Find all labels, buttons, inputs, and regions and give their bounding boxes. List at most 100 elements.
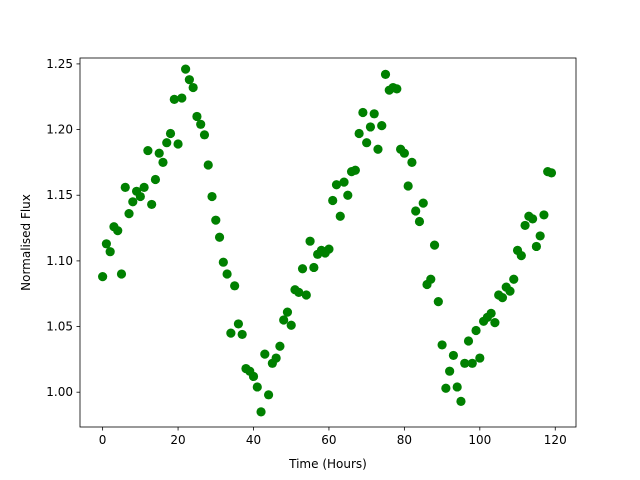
data-point — [113, 226, 123, 236]
data-point — [471, 325, 481, 336]
data-point — [124, 209, 134, 219]
data-point — [286, 320, 296, 330]
data-point — [237, 329, 247, 340]
data-point — [128, 197, 138, 207]
data-point — [177, 93, 187, 103]
data-point — [218, 257, 228, 267]
x-tick-label: 40 — [246, 433, 261, 447]
data-point — [181, 64, 191, 74]
data-point — [184, 75, 194, 85]
plot-frame — [79, 57, 577, 428]
data-point — [98, 272, 108, 282]
data-point — [339, 177, 349, 187]
data-point — [441, 383, 451, 393]
data-point — [520, 220, 530, 231]
data-point — [301, 290, 311, 300]
data-point — [324, 244, 334, 254]
data-point — [418, 198, 428, 208]
data-point — [309, 262, 319, 273]
data-point — [369, 109, 379, 119]
x-tick-label: 80 — [397, 433, 412, 447]
data-point — [426, 274, 436, 284]
data-point — [535, 231, 545, 241]
data-point — [116, 269, 127, 279]
data-point — [407, 157, 417, 167]
data-point — [463, 336, 474, 346]
y-tick-label: 1.15 — [46, 188, 73, 202]
data-point — [271, 353, 281, 363]
data-point — [399, 148, 409, 158]
data-point — [101, 239, 111, 249]
y-tick-label: 1.05 — [46, 320, 73, 334]
data-point — [505, 286, 515, 296]
data-point — [414, 216, 425, 227]
data-point — [275, 341, 285, 351]
data-point — [411, 206, 421, 216]
data-point — [120, 182, 130, 192]
y-axis-ticks: 1.00 1.05 1.10 1.15 1.20 1.25 — [46, 57, 80, 399]
data-point — [350, 165, 360, 175]
data-point — [437, 340, 447, 350]
data-point — [362, 138, 372, 148]
data-point — [448, 350, 459, 361]
data-point — [497, 293, 508, 303]
data-point — [377, 121, 387, 131]
data-point — [294, 287, 304, 297]
data-point — [150, 174, 161, 185]
data-point — [252, 382, 262, 392]
data-point — [196, 119, 206, 129]
data-point — [429, 240, 440, 250]
data-point — [147, 199, 157, 210]
data-point — [516, 251, 526, 261]
data-point — [165, 128, 176, 139]
data-point — [211, 215, 221, 225]
data-point — [143, 145, 153, 156]
data-point — [188, 82, 198, 93]
data-point — [154, 148, 164, 158]
data-point — [452, 382, 462, 392]
data-point — [139, 182, 149, 192]
data-point — [279, 315, 289, 325]
data-point — [486, 308, 496, 319]
data-point — [328, 195, 338, 206]
data-point — [263, 390, 274, 400]
data-point — [358, 107, 368, 118]
data-point — [173, 139, 183, 149]
data-point — [207, 191, 217, 202]
data-points — [98, 64, 557, 417]
data-point — [365, 122, 376, 132]
data-point — [467, 358, 477, 368]
x-tick-label: 0 — [99, 433, 107, 447]
data-point — [373, 144, 383, 154]
x-tick-label: 20 — [170, 433, 185, 447]
data-point — [403, 181, 413, 191]
data-point — [192, 111, 202, 122]
data-point — [445, 366, 455, 376]
data-point — [475, 353, 485, 363]
data-point — [305, 236, 315, 246]
data-point — [456, 396, 466, 406]
data-point — [226, 328, 236, 338]
data-point — [490, 318, 500, 328]
data-point — [282, 307, 293, 317]
data-point — [509, 274, 519, 284]
data-point — [539, 210, 549, 220]
data-point — [546, 168, 557, 178]
x-axis-ticks: 0 20 40 60 80 100 120 — [99, 427, 567, 447]
data-point — [392, 84, 402, 94]
data-point — [105, 247, 115, 257]
y-tick-label: 1.10 — [46, 254, 73, 268]
y-tick-label: 1.00 — [46, 385, 73, 399]
data-point — [169, 94, 179, 104]
data-point — [135, 191, 145, 202]
data-point — [203, 160, 213, 170]
data-point — [214, 232, 225, 242]
y-tick-label: 1.20 — [46, 123, 73, 137]
data-point — [380, 69, 391, 80]
x-axis-label: Time (Hours) — [288, 457, 367, 471]
x-tick-label: 60 — [321, 433, 336, 447]
y-tick-label: 1.25 — [46, 57, 73, 71]
data-point — [433, 296, 443, 307]
data-point — [256, 407, 266, 417]
data-point — [297, 264, 308, 274]
